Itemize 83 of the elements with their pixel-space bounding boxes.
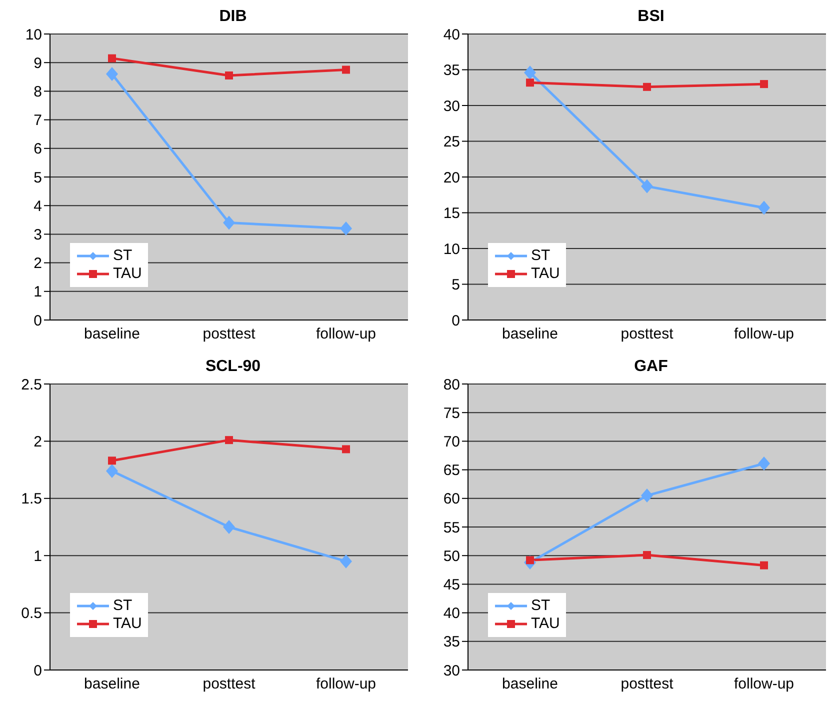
- x-tick-label: follow-up: [734, 326, 794, 343]
- legend-label: ST: [531, 597, 550, 615]
- y-tick-label: 7: [34, 112, 42, 130]
- point: [758, 456, 770, 471]
- point: [524, 66, 536, 80]
- x-tick-label: follow-up: [316, 326, 376, 343]
- legend-label: TAU: [531, 265, 560, 283]
- y-tick-label: 0: [452, 312, 460, 330]
- point: [340, 221, 352, 236]
- y-tick-label: 40: [443, 605, 460, 622]
- y-tick-label: 3: [34, 226, 42, 244]
- x-tick-label: follow-up: [316, 676, 376, 693]
- y-tick-label: 1.5: [21, 490, 42, 508]
- legend-label: TAU: [113, 615, 142, 633]
- y-tick-label: 1: [34, 284, 42, 301]
- point: [342, 445, 350, 454]
- y-tick-label: 35: [443, 62, 460, 80]
- point: [106, 67, 118, 82]
- point: [340, 554, 352, 568]
- y-tick-label: 2: [34, 434, 42, 451]
- chart-title: BSI: [636, 8, 666, 27]
- y-tick-label: 50: [443, 548, 460, 565]
- x-tick-label: posttest: [202, 326, 256, 343]
- y-tick-label: 25: [443, 134, 460, 151]
- y-tick-label: 10: [443, 240, 460, 258]
- point: [108, 54, 116, 62]
- y-tick-label: 6: [34, 140, 42, 158]
- legend-label: ST: [113, 247, 132, 265]
- legend-label: TAU: [531, 615, 560, 633]
- x-tick-label: posttest: [620, 676, 674, 693]
- legend-label: ST: [113, 597, 132, 615]
- y-tick-label: 75: [443, 404, 460, 422]
- y-tick-label: 30: [443, 662, 460, 680]
- y-tick-label: 70: [443, 434, 460, 451]
- point: [108, 456, 116, 465]
- point: [342, 66, 350, 74]
- chart-title: SCL-90: [204, 358, 262, 377]
- legend-label: ST: [531, 247, 550, 265]
- y-tick-label: 10: [25, 26, 42, 44]
- y-tick-label: 8: [34, 84, 42, 101]
- y-tick-label: 1: [34, 548, 42, 565]
- y-tick-label: 0: [34, 662, 42, 680]
- chart-title: GAF: [633, 358, 669, 377]
- y-tick-label: 2.5: [21, 376, 42, 394]
- x-tick-label: posttest: [202, 676, 256, 693]
- x-tick-label: follow-up: [734, 676, 794, 693]
- y-tick-label: 4: [34, 198, 42, 215]
- y-tick-label: 40: [443, 26, 460, 44]
- point: [225, 71, 233, 80]
- x-tick-label: baseline: [502, 326, 558, 343]
- x-tick-label: baseline: [84, 326, 140, 343]
- x-tick-label: baseline: [502, 676, 558, 693]
- y-tick-label: 15: [443, 205, 460, 222]
- point: [643, 82, 651, 91]
- y-tick-label: 55: [443, 519, 460, 536]
- y-tick-label: 20: [443, 169, 460, 186]
- y-tick-label: 5: [34, 169, 42, 186]
- y-tick-label: 0: [34, 312, 42, 330]
- point: [760, 80, 768, 88]
- point: [758, 200, 770, 215]
- y-tick-label: 60: [443, 490, 460, 508]
- point: [641, 179, 653, 194]
- y-tick-label: 35: [443, 634, 460, 651]
- point: [526, 78, 534, 87]
- x-tick-label: baseline: [84, 676, 140, 693]
- y-tick-label: 45: [443, 576, 460, 594]
- y-tick-label: 30: [443, 98, 460, 115]
- y-tick-label: 0.5: [21, 605, 42, 622]
- point: [643, 551, 651, 560]
- y-tick-label: 9: [34, 54, 42, 72]
- y-tick-label: 80: [443, 376, 460, 394]
- point: [225, 436, 233, 444]
- point: [760, 561, 768, 570]
- legend-label: TAU: [113, 265, 142, 283]
- y-tick-label: 65: [443, 462, 460, 480]
- point: [641, 488, 653, 503]
- y-tick-label: 2: [34, 255, 42, 272]
- point: [223, 520, 235, 534]
- chart-title: DIB: [218, 8, 248, 27]
- x-tick-label: posttest: [620, 326, 674, 343]
- y-tick-label: 5: [452, 276, 460, 294]
- point: [223, 216, 235, 230]
- point: [106, 464, 118, 478]
